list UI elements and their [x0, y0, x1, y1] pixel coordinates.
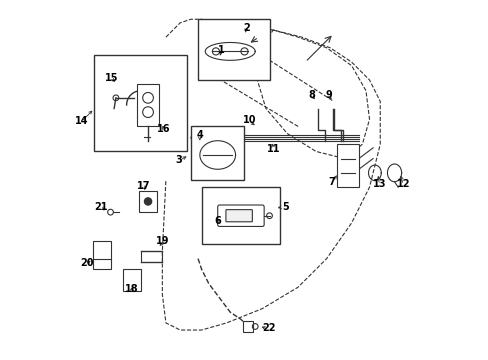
Text: 18: 18 — [125, 284, 139, 294]
Bar — [93, 241, 110, 269]
Bar — [123, 269, 141, 291]
Bar — [242, 321, 253, 332]
Bar — [137, 84, 159, 126]
FancyBboxPatch shape — [225, 210, 252, 222]
Text: 2: 2 — [243, 23, 249, 33]
Text: 13: 13 — [372, 179, 386, 189]
Text: 22: 22 — [262, 323, 275, 333]
Text: 17: 17 — [137, 181, 150, 192]
Text: 14: 14 — [74, 116, 88, 126]
Bar — [190, 126, 244, 180]
Text: 16: 16 — [157, 124, 170, 134]
Circle shape — [144, 198, 151, 205]
Text: 6: 6 — [214, 216, 221, 226]
Text: 21: 21 — [94, 202, 107, 212]
Text: 4: 4 — [196, 130, 203, 140]
Bar — [139, 191, 157, 212]
Text: 9: 9 — [325, 90, 332, 100]
Text: 11: 11 — [266, 144, 280, 154]
Bar — [337, 144, 358, 187]
FancyBboxPatch shape — [217, 205, 264, 226]
Bar — [198, 19, 269, 80]
Text: 1: 1 — [218, 45, 224, 55]
Text: 10: 10 — [243, 115, 256, 125]
Bar — [201, 187, 280, 244]
Text: 20: 20 — [81, 258, 94, 268]
Text: 3: 3 — [175, 156, 182, 165]
Text: 19: 19 — [156, 237, 169, 247]
Bar — [94, 55, 187, 152]
Text: 7: 7 — [328, 177, 335, 187]
Text: 12: 12 — [396, 179, 409, 189]
Text: 15: 15 — [104, 73, 118, 83]
Text: 5: 5 — [282, 202, 288, 212]
Text: 8: 8 — [307, 90, 314, 100]
